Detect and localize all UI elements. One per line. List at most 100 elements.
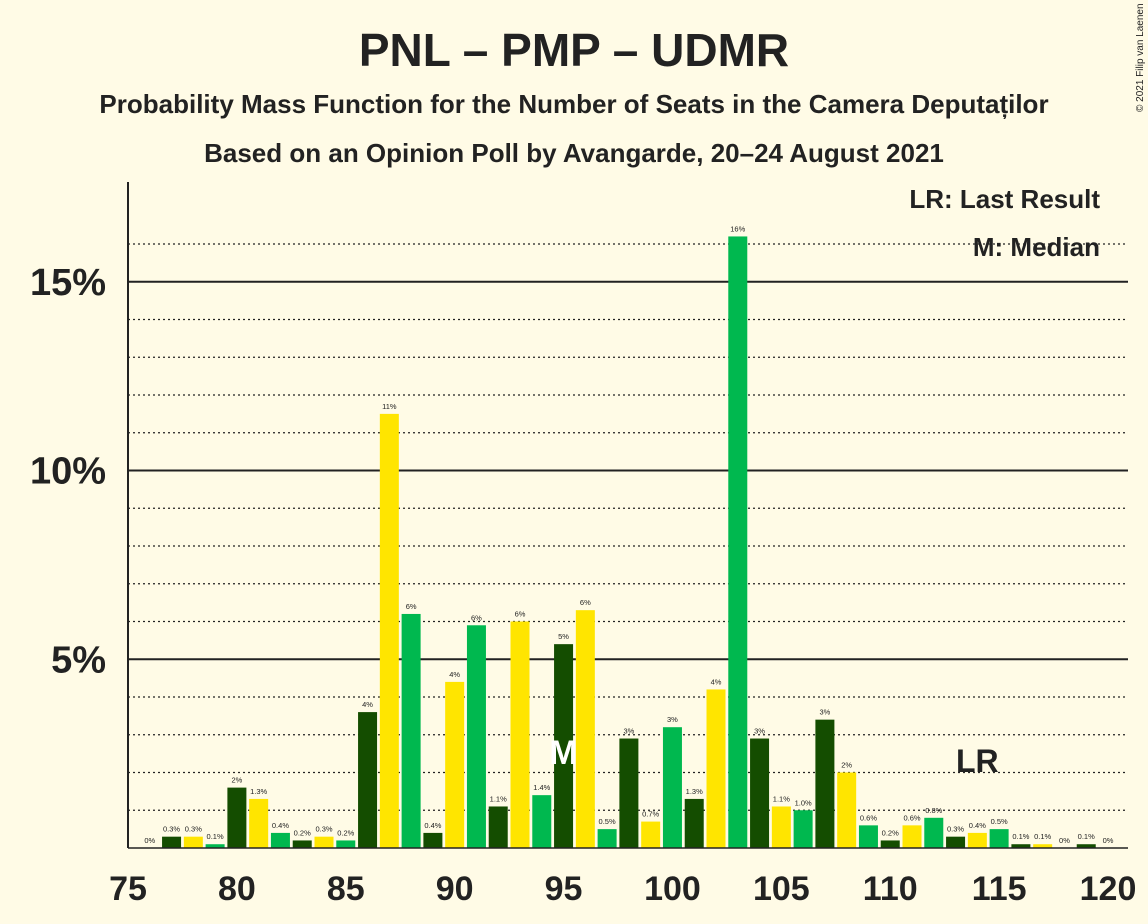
bar-seat-101 xyxy=(684,798,704,848)
bar-label-seat-113: 0.3% xyxy=(947,825,964,834)
bar-seat-90 xyxy=(445,681,465,848)
bar-label-seat-94: 1.4% xyxy=(533,783,550,792)
bar-seat-113 xyxy=(946,836,966,848)
bar-seat-91 xyxy=(466,625,486,848)
bar-label-seat-77: 0.3% xyxy=(163,825,180,834)
bar-seat-93 xyxy=(510,621,530,848)
bar-seat-119 xyxy=(1076,844,1096,848)
bar-seat-89 xyxy=(423,832,443,848)
bar-seat-77 xyxy=(162,836,182,848)
x-tick-label: 115 xyxy=(972,870,1027,908)
x-tick-label: 110 xyxy=(863,870,918,908)
bar-seat-109 xyxy=(858,825,878,848)
bar-seat-83 xyxy=(292,840,312,848)
y-tick-label: 5% xyxy=(51,639,106,681)
bar-label-seat-83: 0.2% xyxy=(294,828,311,837)
bar-label-seat-92: 1.1% xyxy=(490,794,507,803)
x-tick-label: 75 xyxy=(109,870,147,908)
bar-label-seat-96: 6% xyxy=(580,598,591,607)
x-tick-label: 90 xyxy=(436,870,474,908)
bar-label-seat-99: 0.7% xyxy=(642,810,659,819)
markers: M LR xyxy=(549,734,998,779)
median-marker: M xyxy=(549,734,577,772)
chart-subtitle: Probability Mass Function for the Number… xyxy=(99,89,1048,119)
bar-label-seat-98: 3% xyxy=(623,727,634,736)
bar-seat-115 xyxy=(989,829,1009,848)
bar-label-seat-88: 6% xyxy=(406,602,417,611)
bar-seat-103 xyxy=(728,236,748,848)
bar-seat-84 xyxy=(314,836,334,848)
bar-label-seat-108: 2% xyxy=(841,761,852,770)
bar-label-seat-111: 0.6% xyxy=(903,813,920,822)
bar-value-labels: 0% 0.3% 0.3% 0.1% 2% 1.3% 0.4% 0.2% 0.3% 0.2% 4% 11… xyxy=(144,224,1113,845)
legend-last-result: LR: Last Result xyxy=(909,184,1100,214)
bar-seat-94 xyxy=(532,795,552,848)
bar-label-seat-84: 0.3% xyxy=(315,825,332,834)
bar-seat-88 xyxy=(401,613,421,848)
bar-seat-106 xyxy=(793,810,813,848)
bar-label-seat-116: 0.1% xyxy=(1012,832,1029,841)
last-result-marker: LR xyxy=(956,743,999,779)
copyright-notice: © 2021 Filip van Laenen xyxy=(1135,3,1146,112)
bar-seat-85 xyxy=(336,840,356,848)
bar-seat-116 xyxy=(1011,844,1031,848)
chart-title: PNL – PMP – UDMR xyxy=(359,24,789,76)
bar-series xyxy=(162,236,1096,848)
x-tick-label: 80 xyxy=(218,870,256,908)
bar-label-seat-81: 1.3% xyxy=(250,787,267,796)
bar-seat-107 xyxy=(815,719,835,848)
bar-label-seat-90: 4% xyxy=(449,670,460,679)
chart-subtitle-source: Based on an Opinion Poll by Avangarde, 2… xyxy=(204,138,944,168)
bar-seat-92 xyxy=(488,806,508,848)
bar-seat-110 xyxy=(880,840,900,848)
bar-seat-112 xyxy=(924,817,944,848)
bar-label-seat-107: 3% xyxy=(819,708,830,717)
bar-label-seat-78: 0.3% xyxy=(185,825,202,834)
bar-seat-86 xyxy=(358,712,378,848)
bar-label-seat-117: 0.1% xyxy=(1034,832,1051,841)
bar-label-seat-100: 3% xyxy=(667,715,678,724)
bar-seat-96 xyxy=(575,610,595,848)
bar-label-seat-82: 0.4% xyxy=(272,821,289,830)
bar-label-seat-118: 0% xyxy=(1059,836,1070,845)
bar-seat-102 xyxy=(706,689,726,848)
bar-label-seat-93: 6% xyxy=(515,610,526,619)
x-tick-label: 120 xyxy=(1080,870,1137,908)
bar-label-seat-80: 2% xyxy=(231,776,242,785)
bar-seat-111 xyxy=(902,825,922,848)
bar-seat-81 xyxy=(249,798,269,848)
bar-seat-87 xyxy=(379,413,399,848)
grid-lines xyxy=(128,243,1128,811)
bar-label-seat-109: 0.6% xyxy=(860,813,877,822)
y-tick-labels: 5% 10% 15% xyxy=(30,262,106,682)
bar-label-seat-112: 0.8% xyxy=(925,806,942,815)
x-tick-label: 100 xyxy=(644,870,701,908)
bar-label-seat-114: 0.4% xyxy=(969,821,986,830)
bar-seat-99 xyxy=(641,821,661,848)
x-tick-label: 105 xyxy=(753,870,810,908)
x-tick-label: 95 xyxy=(545,870,583,908)
bar-label-seat-120: 0% xyxy=(1103,836,1114,845)
bar-seat-80 xyxy=(227,787,247,848)
bar-seat-79 xyxy=(205,844,225,848)
bar-label-seat-110: 0.2% xyxy=(882,828,899,837)
bar-label-seat-91: 6% xyxy=(471,613,482,622)
x-tick-label: 85 xyxy=(327,870,365,908)
bar-seat-95 xyxy=(554,644,574,848)
bar-seat-97 xyxy=(597,829,617,848)
y-tick-label: 15% xyxy=(30,262,106,304)
bar-label-seat-85: 0.2% xyxy=(337,828,354,837)
bar-seat-108 xyxy=(837,772,857,848)
bar-seat-104 xyxy=(750,738,770,848)
bar-label-seat-89: 0.4% xyxy=(424,821,441,830)
bar-label-seat-104: 3% xyxy=(754,727,765,736)
bar-seat-117 xyxy=(1033,844,1053,848)
bar-label-seat-115: 0.5% xyxy=(991,817,1008,826)
bar-seat-114 xyxy=(967,832,987,848)
bar-seat-100 xyxy=(662,727,682,848)
y-tick-label: 10% xyxy=(30,451,106,493)
bar-seat-82 xyxy=(270,832,290,848)
bar-label-seat-76: 0% xyxy=(144,836,155,845)
bar-label-seat-79: 0.1% xyxy=(207,832,224,841)
